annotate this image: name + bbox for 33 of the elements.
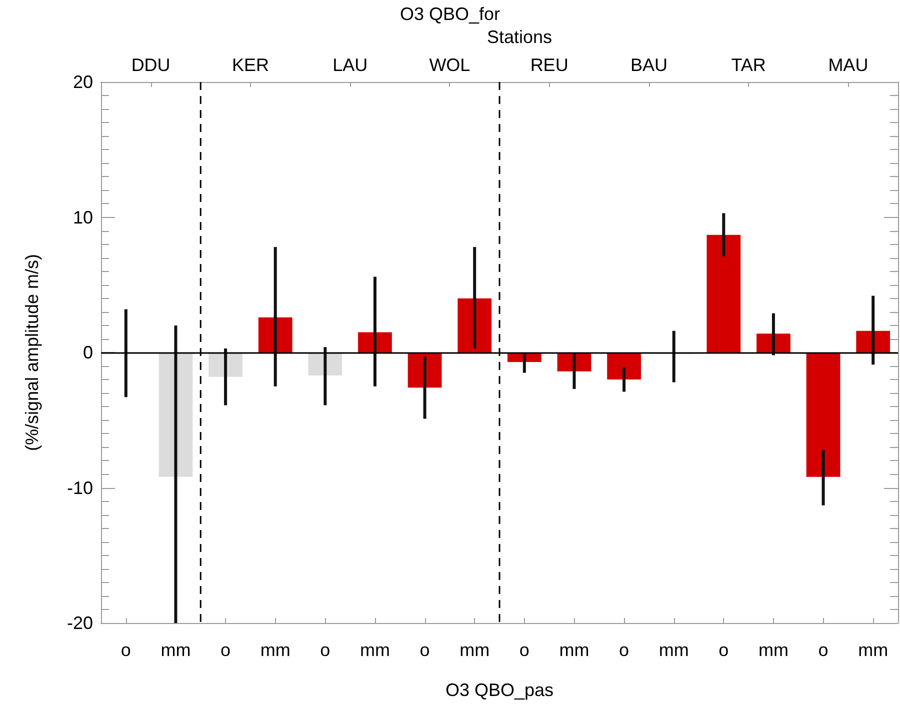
x-tick-label: mm: [559, 640, 590, 660]
text: DDU: [131, 55, 170, 75]
y-tick-label: -10: [66, 478, 93, 498]
y-tick-label: 10: [72, 207, 93, 228]
text: BAU: [630, 55, 668, 75]
x-tick-label: mm: [858, 640, 888, 660]
x-tick-label: o: [120, 640, 131, 660]
x-tick-label: o: [619, 640, 630, 660]
chart-title: O3 QBO_for: [400, 4, 500, 24]
x-tick-label: mm: [160, 640, 191, 660]
x-tick-label: mm: [658, 640, 689, 660]
x-tick-label: o: [220, 640, 231, 660]
x-tick-label: o: [519, 640, 530, 660]
x-tick-label: o: [320, 640, 330, 660]
y-tick-label: 20: [72, 72, 93, 92]
text: TAR: [731, 55, 766, 75]
text: MAU: [828, 55, 868, 75]
x-tick-label: o: [718, 640, 729, 660]
x-tick-label: mm: [758, 640, 788, 660]
x-tick-label: o: [818, 640, 828, 660]
y-tick-label: -20: [66, 613, 93, 633]
text: LAU: [332, 55, 368, 75]
y-tick-label: 0: [82, 342, 93, 362]
x2-axis-title: Stations: [486, 27, 552, 47]
x-tick-label: mm: [360, 640, 390, 660]
y-axis-title: (%/signal amplitude m/s): [22, 254, 42, 452]
text: REU: [530, 55, 568, 75]
x-tick-label: o: [420, 640, 430, 660]
x-tick-label: mm: [460, 640, 490, 660]
x-axis-title: O3 QBO_pas: [445, 680, 554, 700]
text: KER: [232, 55, 269, 75]
text: WOL: [429, 55, 470, 75]
x-tick-label: mm: [260, 640, 290, 660]
